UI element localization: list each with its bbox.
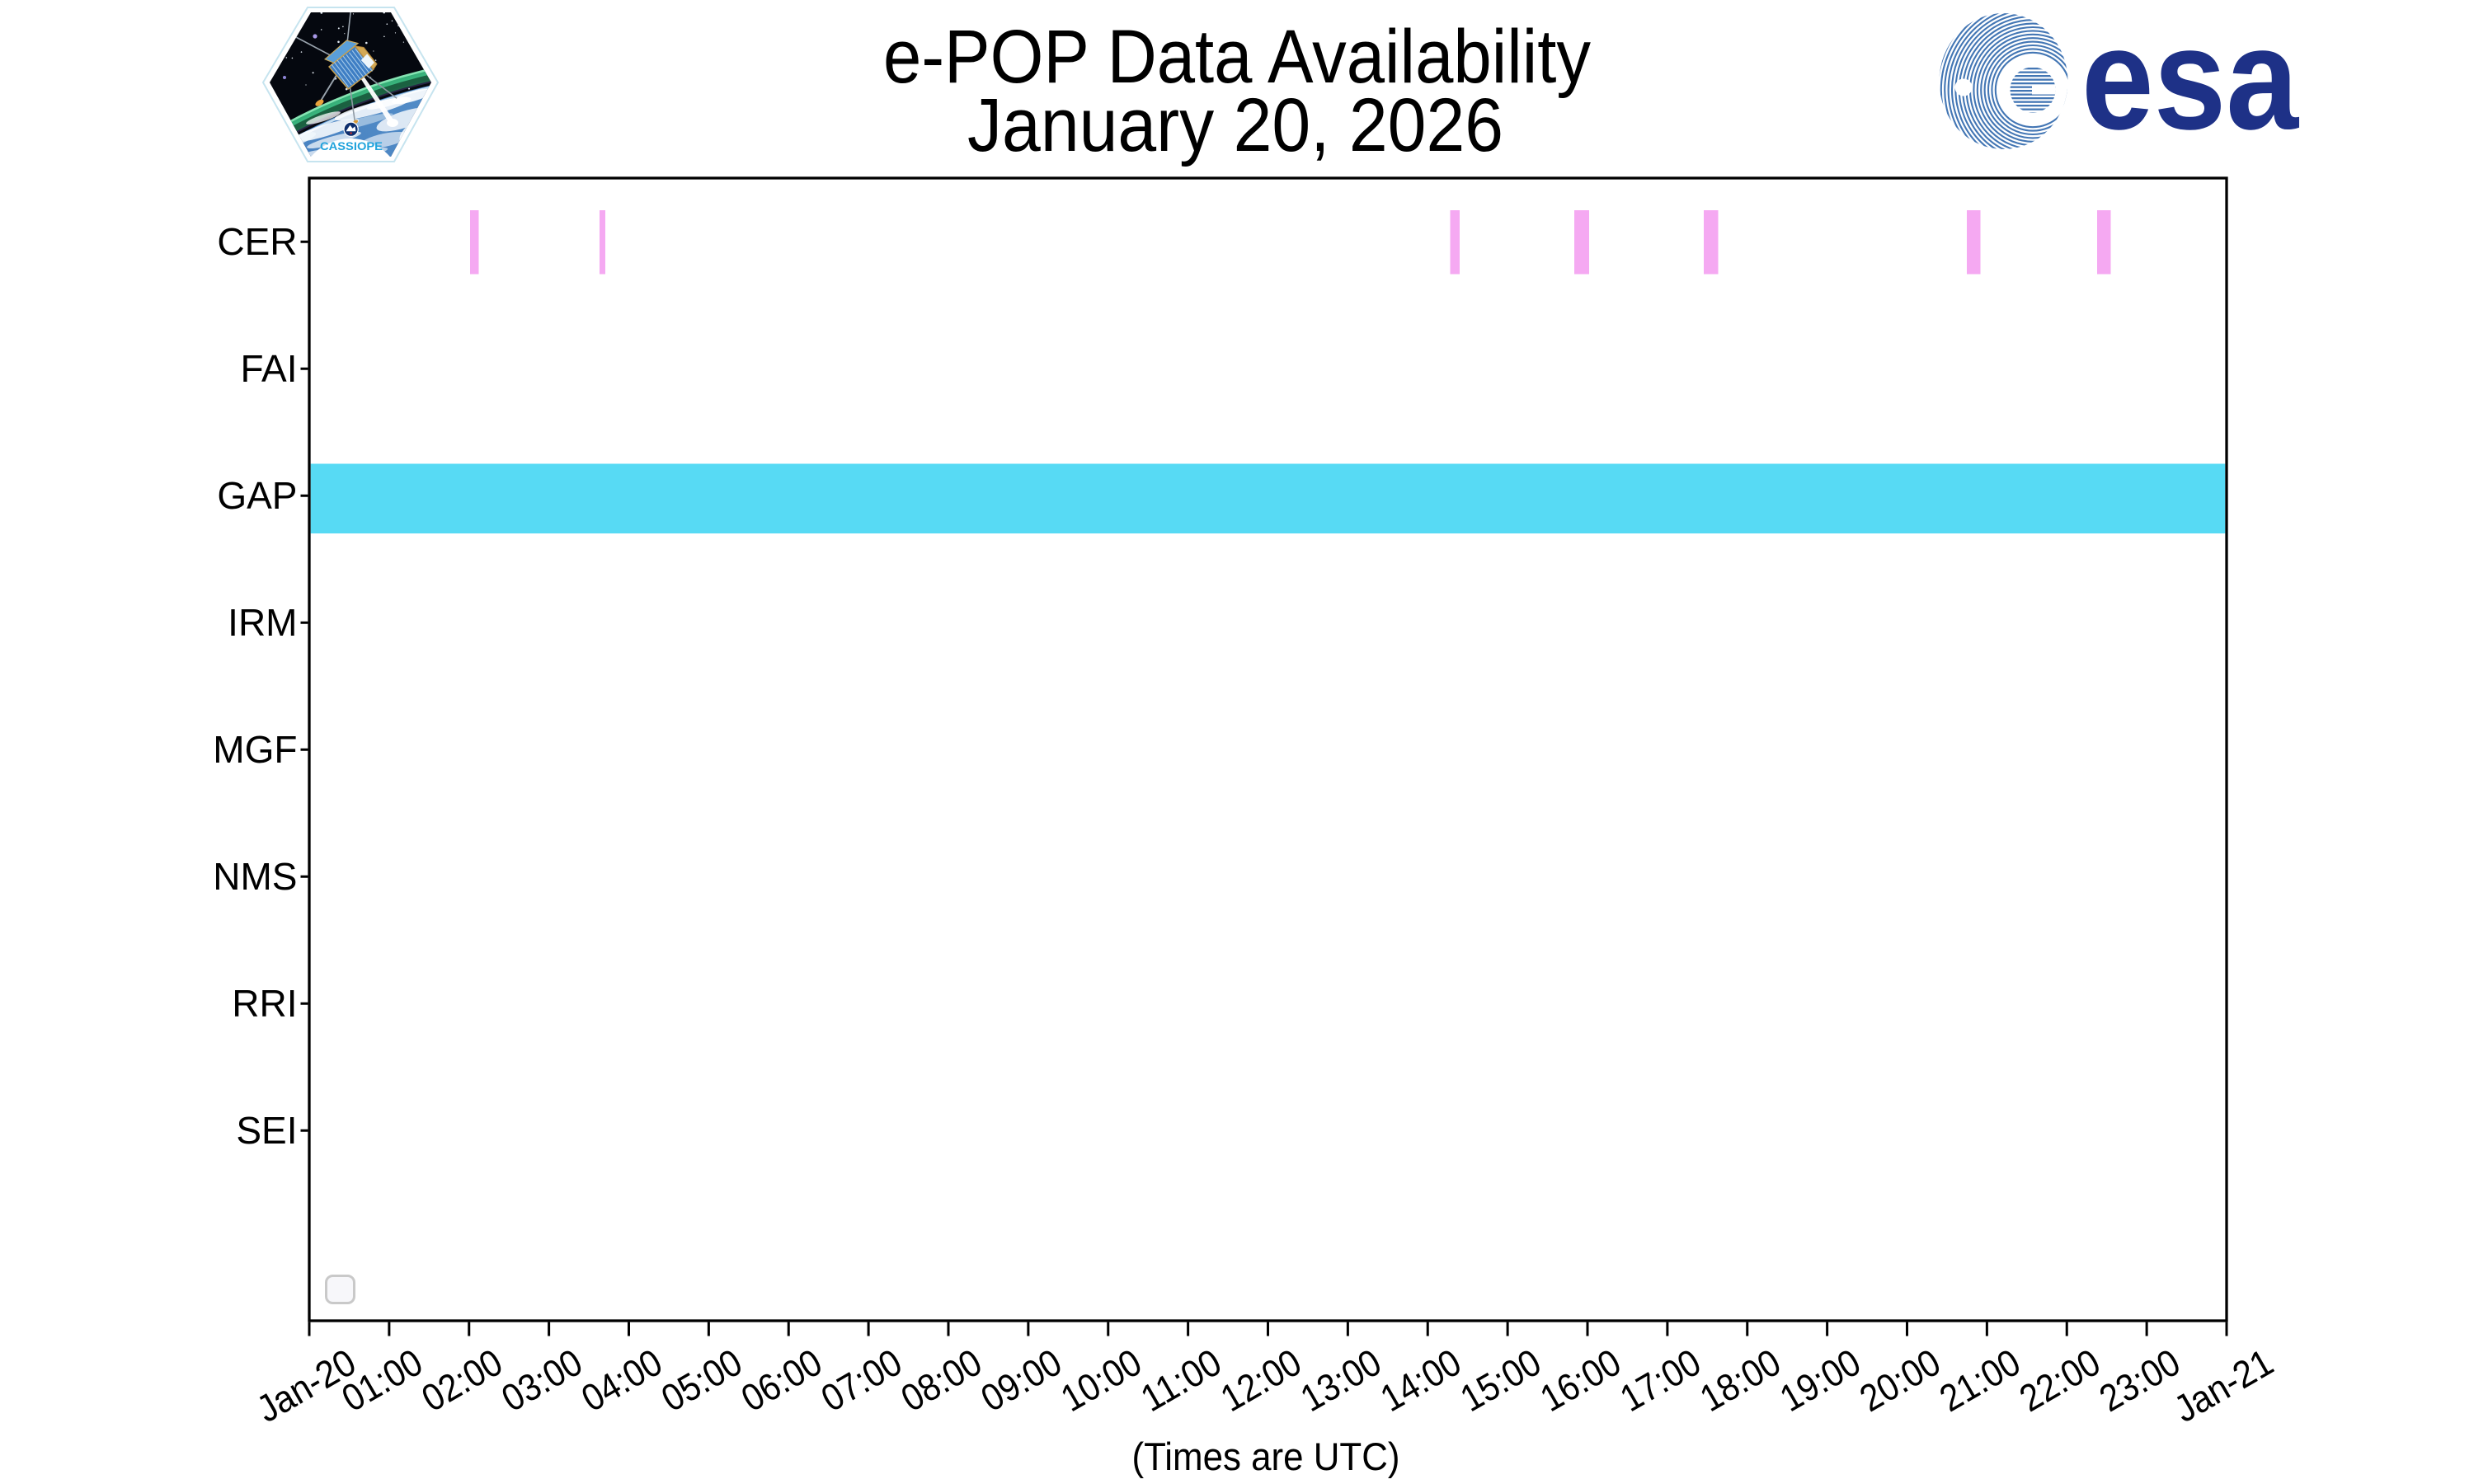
svg-text:RRI: RRI (232, 982, 297, 1025)
svg-text:IRM: IRM (228, 601, 297, 644)
svg-text:e-POP Data Availability: e-POP Data Availability (883, 15, 1591, 99)
svg-text:esa: esa (2081, 0, 2299, 160)
svg-text:GAP: GAP (217, 474, 297, 517)
svg-text:MGF: MGF (213, 728, 297, 771)
svg-text:CER: CER (217, 220, 297, 263)
svg-text:NMS: NMS (213, 855, 297, 898)
svg-text:January 20, 2026: January 20, 2026 (967, 83, 1503, 167)
svg-text:CASSIOPE: CASSIOPE (320, 139, 383, 153)
svg-text:SEI: SEI (236, 1109, 297, 1152)
svg-text:(Times are UTC): (Times are UTC) (1132, 1435, 1400, 1478)
svg-text:FAI: FAI (240, 347, 297, 390)
